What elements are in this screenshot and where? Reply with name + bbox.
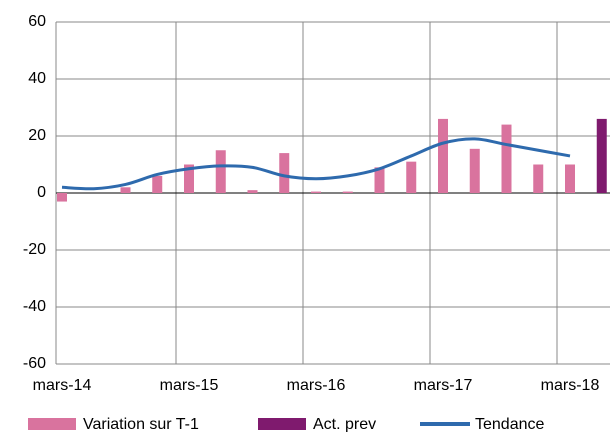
y-tick-label: 0 (37, 184, 46, 201)
y-tick-label: -60 (23, 355, 46, 372)
legend-label: Variation sur T-1 (83, 416, 199, 432)
bar (279, 153, 290, 193)
y-tick-label: 40 (28, 70, 46, 87)
legend-label: Tendance (475, 416, 544, 432)
x-tick-label: mars-18 (541, 377, 600, 394)
bar (438, 118, 448, 193)
legend-swatch (28, 418, 76, 430)
bar (596, 118, 607, 193)
legend-swatch (258, 418, 306, 430)
bar (374, 167, 385, 193)
y-tick-label: -20 (23, 241, 46, 258)
bar (565, 164, 575, 193)
bar (215, 150, 226, 193)
y-tick-label: -40 (23, 298, 46, 315)
x-tick-label: mars-17 (414, 377, 473, 394)
bar (501, 124, 512, 193)
x-tick-label: mars-15 (160, 377, 219, 394)
bar (406, 161, 417, 193)
bar (533, 164, 544, 193)
y-tick-label: 60 (28, 13, 46, 30)
bar (57, 193, 67, 202)
bar (184, 164, 194, 193)
trend-line (61, 137, 571, 191)
bar (247, 190, 258, 193)
x-tick-label: mars-16 (287, 377, 346, 394)
bar (152, 175, 163, 193)
bar (311, 191, 321, 193)
bar (469, 148, 480, 193)
legend-label: Act. prev (313, 416, 376, 432)
bar (342, 191, 353, 193)
y-tick-label: 20 (28, 127, 46, 144)
bar (120, 187, 131, 193)
x-tick-label: mars-14 (33, 377, 92, 394)
